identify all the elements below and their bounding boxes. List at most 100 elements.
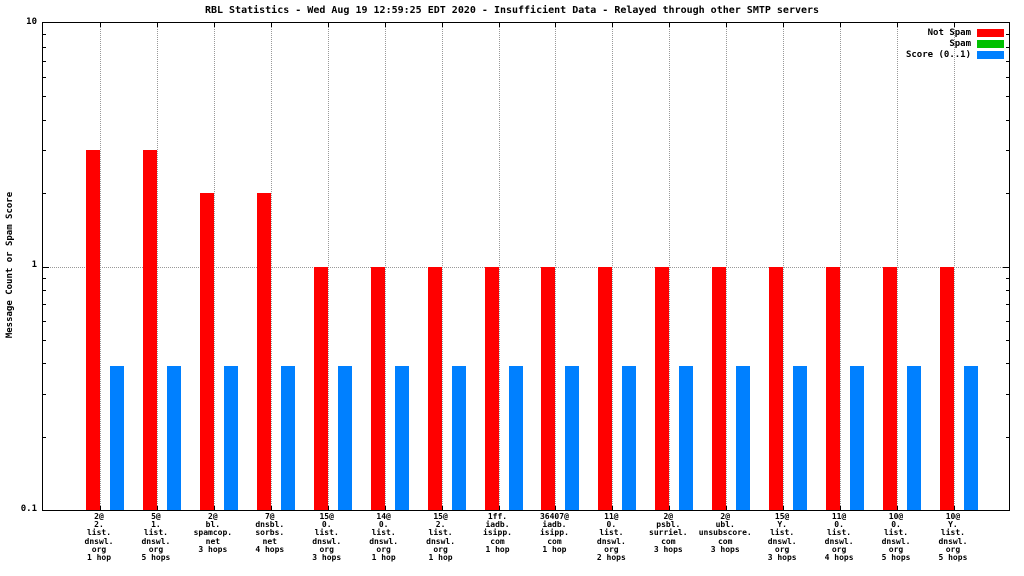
bar-not-spam <box>199 193 214 510</box>
y-tick-major-right <box>1003 266 1009 268</box>
legend-row: Not Spam <box>906 27 1004 38</box>
bar-score-0-1 <box>850 366 865 510</box>
bar-score-0-1 <box>337 366 352 510</box>
bar-score-0-1 <box>963 366 978 510</box>
gridline-vertical <box>156 23 158 510</box>
x-tick-bottom <box>156 506 158 510</box>
bar-not-spam <box>769 266 784 510</box>
y-tick-minor-right <box>1006 339 1009 341</box>
y-tick-minor-left <box>43 150 46 152</box>
x-tick-top <box>498 23 500 27</box>
legend-row: Score (0..1) <box>906 49 1004 60</box>
x-tick-top <box>669 23 671 27</box>
x-tick-top <box>726 23 728 27</box>
x-tick-top <box>384 23 386 27</box>
x-tick-top <box>897 23 899 27</box>
gridline-vertical <box>498 23 500 510</box>
x-label: 15@ 0. list. dnswl. org 3 hops <box>312 512 342 563</box>
x-tick-bottom <box>953 506 955 510</box>
bar-not-spam <box>883 266 898 510</box>
x-tick-bottom <box>384 506 386 510</box>
gridline-vertical <box>213 23 215 510</box>
gridline-vertical <box>612 23 614 510</box>
x-label: 2@ ubl. unsubscore. com 3 hops <box>698 512 752 554</box>
y-tick-minor-right <box>1006 393 1009 395</box>
legend-label: Spam <box>949 38 971 49</box>
y-tick-minor-left <box>43 119 46 121</box>
y-tick-minor-left <box>43 77 46 79</box>
bar-not-spam <box>826 266 841 510</box>
y-tick-minor-left <box>43 34 46 36</box>
x-tick-bottom <box>840 506 842 510</box>
x-tick-top <box>555 23 557 27</box>
bar-score-0-1 <box>907 366 922 510</box>
y-tick-minor-left <box>43 393 46 395</box>
x-label: 36407@ iadb. isipp. com 1 hop <box>539 512 569 554</box>
bar-not-spam <box>484 266 499 510</box>
gridline-horizontal <box>43 266 1009 268</box>
x-tick-bottom <box>441 506 443 510</box>
y-tick-minor-right <box>1006 436 1009 438</box>
y-tick-label: 0.1 <box>20 503 37 514</box>
x-tick-bottom <box>213 506 215 510</box>
bar-not-spam <box>427 266 442 510</box>
y-tick-minor-right <box>1006 77 1009 79</box>
legend-swatch <box>977 28 1004 37</box>
gridline-vertical <box>783 23 785 510</box>
y-tick-minor-right <box>1006 193 1009 195</box>
y-tick-label: 10 <box>26 16 37 27</box>
bar-score-0-1 <box>166 366 181 510</box>
y-tick-minor-left <box>43 290 46 292</box>
bar-score-0-1 <box>394 366 409 510</box>
x-tick-bottom <box>270 506 272 510</box>
bar-not-spam <box>598 266 613 510</box>
y-tick-label: 1 <box>31 260 37 270</box>
x-tick-top <box>327 23 329 27</box>
x-tick-bottom <box>897 506 899 510</box>
x-tick-top <box>156 23 158 27</box>
x-tick-bottom <box>669 506 671 510</box>
y-tick-minor-right <box>1006 304 1009 306</box>
gridline-vertical <box>384 23 386 510</box>
x-tick-top <box>612 23 614 27</box>
x-tick-bottom <box>612 506 614 510</box>
x-label: 5@ 1. list. dnswl. org 5 hops <box>141 512 171 563</box>
bar-not-spam <box>142 150 157 510</box>
x-tick-top <box>213 23 215 27</box>
gridline-vertical <box>100 23 101 510</box>
plot-area: Not Spam Spam Score (0..1) <box>42 22 1010 511</box>
bar-score-0-1 <box>508 366 523 510</box>
x-label: 10@ 0. list. dnswl. org 5 hops <box>881 512 911 563</box>
bar-score-0-1 <box>223 366 238 510</box>
x-tick-top <box>953 23 955 27</box>
y-tick-minor-right <box>1006 320 1009 322</box>
y-tick-minor-right <box>1006 290 1009 292</box>
x-tick-top <box>100 23 101 27</box>
x-tick-top <box>840 23 842 27</box>
gridline-vertical <box>897 23 899 510</box>
y-tick-minor-right <box>1006 46 1009 48</box>
x-label: 14@ 0. list. dnswl. org 1 hop <box>369 512 399 563</box>
x-tick-top <box>270 23 272 27</box>
legend-label: Not Spam <box>927 27 971 38</box>
y-tick-minor-right <box>1006 96 1009 98</box>
y-tick-major-left <box>43 266 49 268</box>
y-tick-minor-left <box>43 436 46 438</box>
y-tick-minor-right <box>1006 60 1009 62</box>
x-label: 11@ 0. list. dnswl. org 2 hops <box>596 512 626 563</box>
bar-not-spam <box>939 266 954 510</box>
x-tick-bottom <box>555 506 557 510</box>
x-label: 2@ 2. list. dnswl. org 1 hop <box>84 512 114 563</box>
bar-not-spam <box>256 193 271 510</box>
legend: Not Spam Spam Score (0..1) <box>906 27 1004 60</box>
chart-title: RBL Statistics - Wed Aug 19 12:59:25 EDT… <box>204 5 820 16</box>
bar-not-spam <box>313 266 328 510</box>
legend-swatch <box>977 39 1004 48</box>
y-tick-minor-right <box>1006 363 1009 365</box>
legend-row: Spam <box>906 38 1004 49</box>
gridline-vertical <box>270 23 272 510</box>
x-label: 2@ psbl. surriel. com 3 hops <box>649 512 688 554</box>
x-label: 1ff. iadb. isipp. com 1 hop <box>483 512 512 554</box>
x-tick-bottom <box>498 506 500 510</box>
